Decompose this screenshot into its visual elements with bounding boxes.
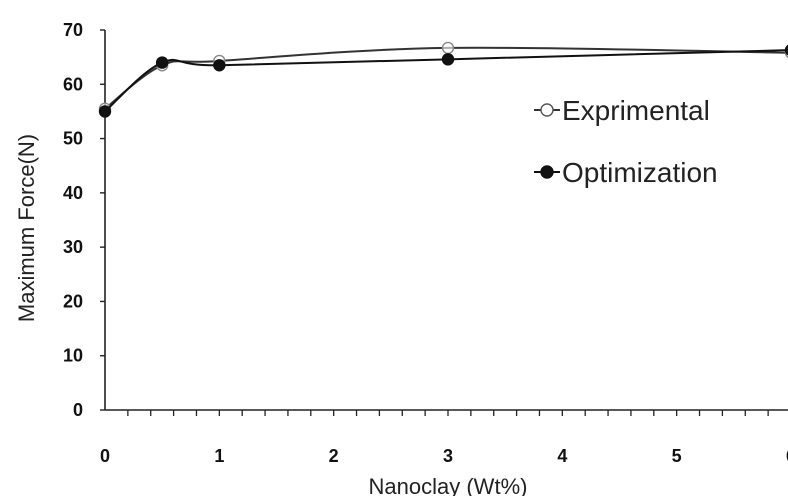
series-layer [98, 41, 788, 118]
data-point-exprimental [441, 41, 455, 55]
x-axis-title: Nanoclay (Wt%) [369, 474, 528, 496]
x-tick-label: 6 [786, 446, 788, 466]
y-tick-label: 20 [63, 291, 83, 311]
ticks: 0 10 20 30 40 50 60 70 0 1 2 3 4 5 6 [63, 20, 788, 466]
x-tick-label: 1 [214, 446, 224, 466]
legend: Exprimental Optimization [534, 95, 718, 188]
data-point-optimization [441, 53, 455, 66]
x-tick-label: 5 [672, 446, 682, 466]
legend-marker [540, 165, 554, 179]
y-tick-label: 30 [63, 237, 83, 257]
y-tick-label: 70 [63, 20, 83, 40]
y-axis-title: Maximum Force(N) [14, 134, 39, 322]
x-tick-label: 0 [100, 446, 110, 466]
data-point-optimization [98, 105, 112, 118]
y-tick-label: 10 [63, 346, 83, 366]
x-tick-label: 4 [557, 446, 567, 466]
y-tick-label: 50 [63, 129, 83, 149]
legend-marker [540, 103, 554, 117]
y-tick-label: 40 [63, 183, 83, 203]
y-tick-label: 0 [73, 400, 83, 420]
y-tick-label: 60 [63, 74, 83, 94]
axes [104, 30, 788, 411]
data-point-optimization [784, 44, 788, 56]
x-tick-label: 2 [329, 446, 339, 466]
x-tick-label: 3 [443, 446, 453, 466]
legend-label: Exprimental [562, 95, 710, 126]
legend-label: Optimization [562, 157, 718, 188]
data-point-optimization [155, 56, 169, 69]
data-point-optimization [213, 59, 226, 72]
